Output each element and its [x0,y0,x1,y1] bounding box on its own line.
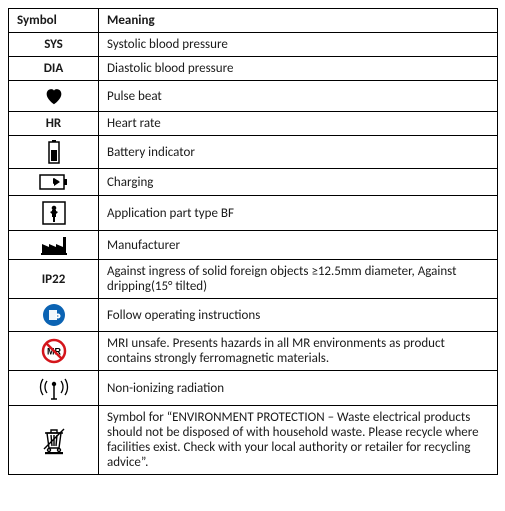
table-row: Non-ionizing radiation [9,371,498,406]
meaning-cell: Manufacturer [99,231,498,260]
table-row: Application part type BF [9,196,498,231]
symbol-cell: MR [9,332,99,371]
meaning-cell: Systolic blood pressure [99,33,498,57]
meaning-cell: Diastolic blood pressure [99,57,498,81]
symbols-table: Symbol Meaning SYS Systolic blood pressur… [8,8,498,475]
symbol-text: IP22 [42,272,66,287]
symbol-cell [9,299,99,332]
symbol-text: DIA [44,61,64,76]
type-bf-icon [41,200,67,226]
header-meaning: Meaning [99,9,498,33]
meaning-cell: Against ingress of solid foreign objects… [99,260,498,299]
meaning-cell: Application part type BF [99,196,498,231]
table-row: SYS Systolic blood pressure [9,33,498,57]
table-row: Follow operating instructions [9,299,498,332]
follow-instructions-icon [42,303,66,327]
table-header-row: Symbol Meaning [9,9,498,33]
symbol-cell [9,231,99,260]
table-row: Symbol for “ENVIRONMENT PROTECTION – Was… [9,406,498,475]
symbol-cell: SYS [9,33,99,57]
symbol-text: SYS [44,37,63,52]
meaning-cell: MRI unsafe. Presents hazards in all MR e… [99,332,498,371]
symbol-text: HR [46,116,62,131]
table-row: IP22 Against ingress of solid foreign obj… [9,260,498,299]
symbol-cell [9,196,99,231]
symbol-cell [9,81,99,112]
symbol-cell: HR [9,112,99,136]
symbol-cell [9,371,99,406]
table-row: MR MRI unsafe. Presents hazards in all MR… [9,332,498,371]
table-row: Charging [9,169,498,196]
meaning-cell: Charging [99,169,498,196]
table-row: HR Heart rate [9,112,498,136]
meaning-cell: Symbol for “ENVIRONMENT PROTECTION – Was… [99,406,498,475]
mri-unsafe-icon: MR [41,338,67,364]
symbol-cell [9,406,99,475]
meaning-cell: Non-ionizing radiation [99,371,498,406]
table-row: Manufacturer [9,231,498,260]
manufacturer-icon [41,235,67,255]
header-symbol: Symbol [9,9,99,33]
symbol-cell: DIA [9,57,99,81]
heart-icon [43,85,65,107]
table-row: Battery indicator [9,136,498,169]
table-row: DIA Diastolic blood pressure [9,57,498,81]
symbol-cell [9,136,99,169]
battery-icon [47,140,61,164]
non-ionizing-icon [39,375,69,401]
symbol-cell: IP22 [9,260,99,299]
charging-icon [39,173,69,191]
symbol-cell [9,169,99,196]
table-row: Pulse beat [9,81,498,112]
meaning-cell: Battery indicator [99,136,498,169]
meaning-cell: Pulse beat [99,81,498,112]
meaning-cell: Follow operating instructions [99,299,498,332]
meaning-cell: Heart rate [99,112,498,136]
weee-icon [41,425,67,455]
